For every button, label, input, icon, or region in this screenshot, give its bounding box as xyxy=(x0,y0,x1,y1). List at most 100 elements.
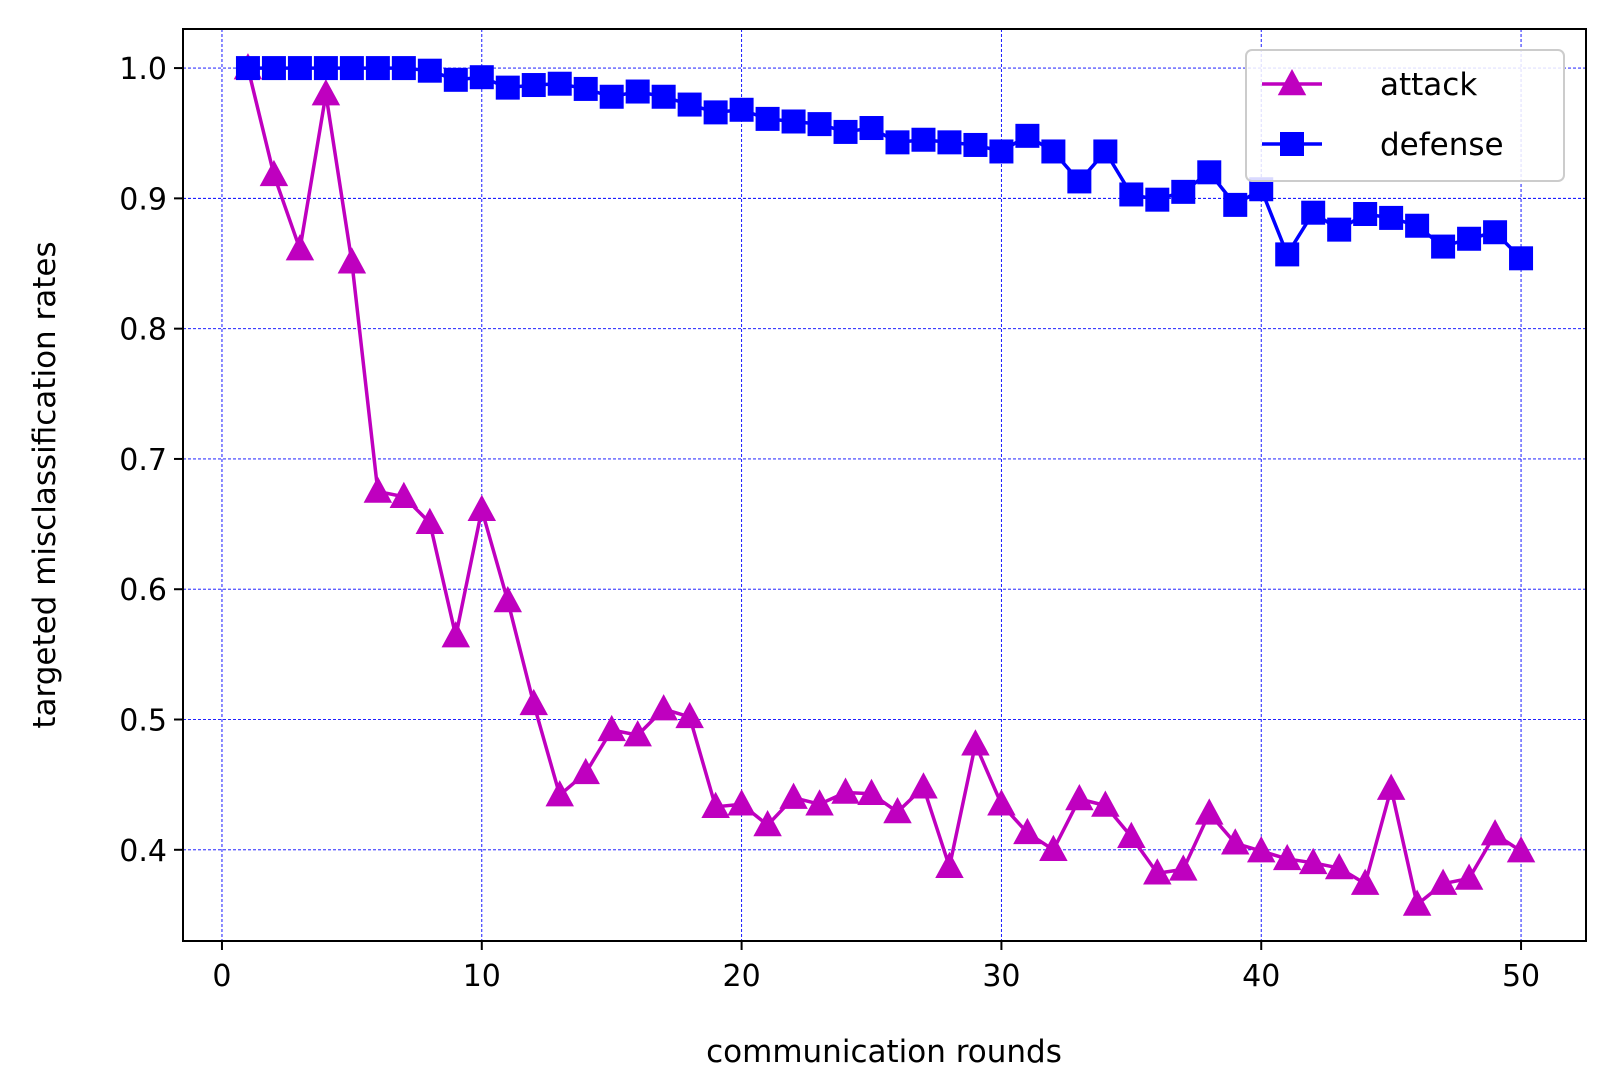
data-point-defense-47 xyxy=(1431,234,1456,259)
data-point-attack-29 xyxy=(961,729,990,756)
data-point-attack-42 xyxy=(1298,847,1328,875)
data-point-defense-38 xyxy=(1197,160,1222,185)
data-point-attack-40 xyxy=(1246,836,1276,863)
data-point-attack-19 xyxy=(701,791,730,819)
data-point-defense-43 xyxy=(1327,217,1352,242)
data-point-attack-44 xyxy=(1350,868,1380,895)
data-point-defense-14 xyxy=(573,76,598,101)
data-point-attack-27 xyxy=(909,772,938,799)
data-point-attack-35 xyxy=(1117,821,1146,849)
data-point-defense-50 xyxy=(1509,246,1534,271)
data-point-attack-25 xyxy=(857,778,886,806)
data-point-attack-10 xyxy=(467,494,497,522)
data-point-attack-21 xyxy=(753,810,782,837)
data-point-defense-6 xyxy=(365,56,390,81)
data-point-attack-2 xyxy=(259,159,289,187)
x-tick-label-5: 50 xyxy=(1502,959,1540,994)
axis-ticks: 0 10 20 30 40 50 0.4 0.5 0.6 0.7 0.8 0.9 1.0 xyxy=(119,52,1540,994)
x-tick-label-0: 0 xyxy=(212,959,231,994)
data-point-defense-48 xyxy=(1457,226,1482,251)
data-point-defense-25 xyxy=(859,116,884,141)
y-tick-label-4: 0.8 xyxy=(119,313,167,348)
data-point-defense-28 xyxy=(937,130,962,155)
data-point-defense-29 xyxy=(963,132,988,157)
data-point-attack-46 xyxy=(1402,889,1432,916)
x-tick-label-4: 40 xyxy=(1242,959,1280,994)
data-point-defense-19 xyxy=(703,100,728,125)
series-defense xyxy=(235,56,1534,271)
x-tick-label-3: 30 xyxy=(982,959,1020,994)
data-point-defense-39 xyxy=(1223,192,1248,217)
data-point-attack-41 xyxy=(1272,843,1302,871)
data-point-attack-24 xyxy=(831,777,860,804)
data-point-defense-3 xyxy=(287,56,312,81)
data-point-attack-8 xyxy=(415,507,445,535)
data-point-attack-45 xyxy=(1376,773,1406,800)
y-tick-label-5: 0.9 xyxy=(119,182,167,217)
data-point-attack-13 xyxy=(545,780,574,807)
data-point-attack-20 xyxy=(727,789,756,816)
data-point-defense-9 xyxy=(443,67,468,92)
data-point-defense-22 xyxy=(781,109,806,134)
y-tick-label-2: 0.6 xyxy=(119,573,167,608)
data-point-attack-26 xyxy=(883,797,912,824)
data-point-defense-32 xyxy=(1041,139,1066,164)
data-point-attack-33 xyxy=(1065,783,1094,811)
data-point-defense-5 xyxy=(339,56,364,81)
data-point-attack-30 xyxy=(987,789,1016,816)
data-point-defense-24 xyxy=(833,119,858,144)
data-point-attack-7 xyxy=(389,481,419,508)
data-point-attack-5 xyxy=(337,247,367,274)
data-point-attack-23 xyxy=(805,789,834,816)
legend-box xyxy=(1245,49,1565,182)
data-point-defense-2 xyxy=(261,56,286,81)
data-point-defense-7 xyxy=(391,56,416,81)
y-tick-label-3: 0.7 xyxy=(119,443,167,478)
data-point-attack-9 xyxy=(441,621,471,648)
y-tick-label-1: 0.5 xyxy=(119,704,167,739)
data-point-defense-42 xyxy=(1301,200,1326,225)
legend-label-attack: attack xyxy=(1380,67,1477,103)
data-point-defense-12 xyxy=(521,73,546,98)
series-layer xyxy=(233,53,1536,916)
y-tick-label-0: 0.4 xyxy=(119,834,167,869)
data-point-defense-8 xyxy=(417,58,442,83)
data-point-defense-44 xyxy=(1353,202,1378,227)
data-point-defense-34 xyxy=(1093,139,1118,164)
data-point-defense-36 xyxy=(1145,187,1170,212)
data-point-defense-46 xyxy=(1405,213,1430,238)
data-point-defense-31 xyxy=(1015,123,1040,148)
y-axis-label: targeted misclassification rates xyxy=(27,241,63,728)
data-point-defense-33 xyxy=(1067,169,1092,194)
data-point-attack-47 xyxy=(1428,868,1458,895)
data-point-attack-14 xyxy=(571,757,600,785)
legend-marker-defense xyxy=(1280,132,1304,156)
legend-marker-attack xyxy=(1277,69,1307,96)
data-point-attack-18 xyxy=(675,701,704,729)
data-point-attack-17 xyxy=(649,694,678,721)
data-point-attack-22 xyxy=(779,782,808,809)
data-point-attack-31 xyxy=(1013,817,1042,845)
data-point-attack-49 xyxy=(1480,819,1510,846)
data-point-defense-30 xyxy=(989,139,1014,164)
y-tick-label-6: 1.0 xyxy=(119,52,167,87)
data-point-attack-11 xyxy=(493,585,523,613)
data-point-attack-39 xyxy=(1221,828,1250,855)
plot-frame xyxy=(182,28,1587,942)
data-point-defense-11 xyxy=(495,75,520,100)
data-point-attack-4 xyxy=(311,79,341,106)
x-tick-label-2: 20 xyxy=(723,959,761,994)
data-point-attack-48 xyxy=(1454,863,1484,890)
data-point-attack-50 xyxy=(1506,836,1536,863)
data-point-attack-38 xyxy=(1195,798,1224,825)
data-point-defense-27 xyxy=(911,127,936,152)
data-point-defense-21 xyxy=(755,106,780,131)
data-point-defense-37 xyxy=(1171,179,1196,204)
data-point-attack-6 xyxy=(363,476,393,503)
data-point-attack-36 xyxy=(1143,858,1172,885)
series-attack xyxy=(233,53,1536,916)
data-point-defense-13 xyxy=(547,71,572,96)
data-point-defense-1 xyxy=(235,56,260,81)
data-point-defense-4 xyxy=(313,56,338,81)
